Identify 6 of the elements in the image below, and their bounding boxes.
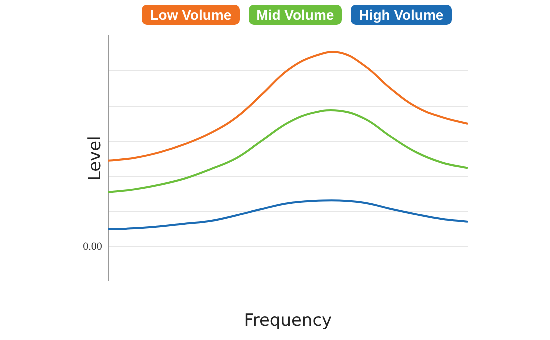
text: 0.00 [83,240,103,253]
text: High Volume [351,5,452,25]
y-axis-title: Level [86,136,106,182]
text: Low Volume [142,5,240,25]
text: Mid Volume [248,5,342,25]
x-axis-title: Frequency [244,311,332,332]
